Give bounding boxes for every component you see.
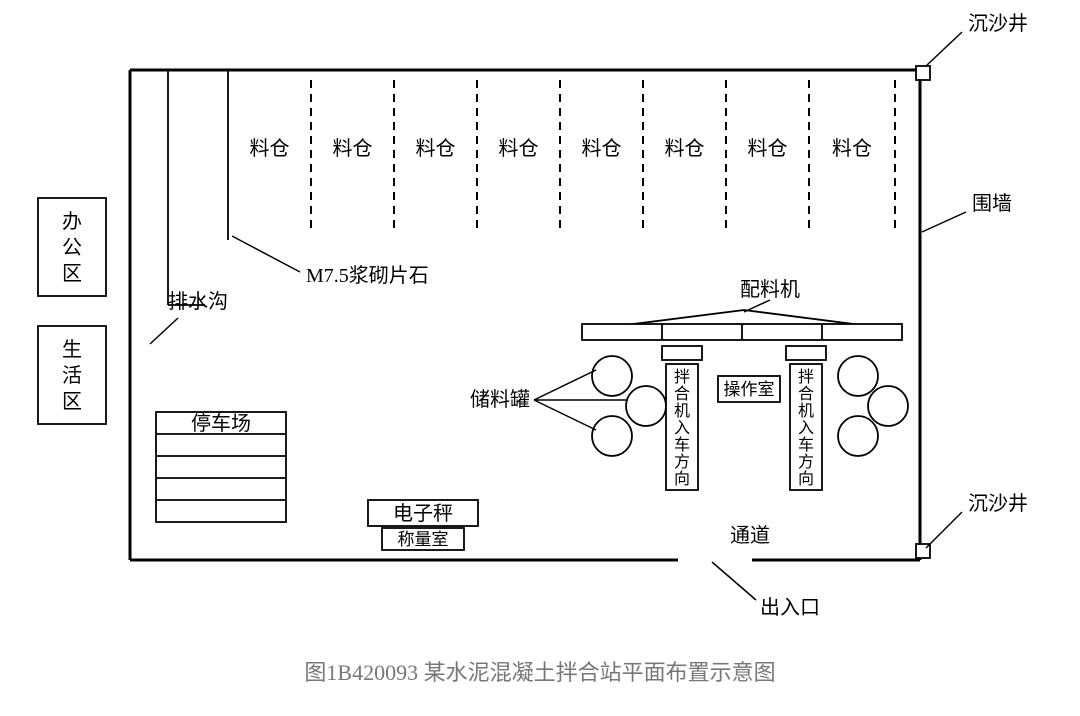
svg-text:办公区: 办公区 <box>62 210 82 285</box>
svg-text:M7.5浆砌片石: M7.5浆砌片石 <box>306 264 429 287</box>
svg-text:料仓: 料仓 <box>665 137 705 160</box>
svg-text:料仓: 料仓 <box>582 137 622 160</box>
svg-text:拌合机入车方向: 拌合机入车方向 <box>798 368 814 488</box>
svg-text:生活区: 生活区 <box>62 338 82 413</box>
svg-text:料仓: 料仓 <box>832 137 872 160</box>
svg-text:出入口: 出入口 <box>760 596 820 619</box>
svg-text:沉沙井: 沉沙井 <box>968 492 1028 515</box>
mixing-station-layout-diagram: 排水沟 料仓 料仓 料仓 料仓 料仓 料仓 料仓 料仓 M7.5浆砌片石 办公区生活区停车场电子秤称… <box>0 0 1080 716</box>
svg-text:配料机: 配料机 <box>740 278 800 301</box>
svg-text:通道: 通道 <box>730 524 770 547</box>
svg-text:料仓: 料仓 <box>499 137 539 160</box>
svg-text:沉沙井: 沉沙井 <box>968 12 1028 35</box>
svg-text:电子秤: 电子秤 <box>393 502 453 525</box>
svg-text:停车场: 停车场 <box>191 412 251 435</box>
svg-text:料仓: 料仓 <box>250 137 290 160</box>
svg-text:排水沟: 排水沟 <box>168 290 228 313</box>
svg-text:储料罐: 储料罐 <box>470 388 530 411</box>
svg-text:料仓: 料仓 <box>333 137 373 160</box>
svg-text:拌合机入车方向: 拌合机入车方向 <box>674 368 690 488</box>
svg-text:图1B420093 某水泥混凝土拌合站平面布置示意图: 图1B420093 某水泥混凝土拌合站平面布置示意图 <box>304 660 775 685</box>
svg-text:围墙: 围墙 <box>972 192 1012 215</box>
svg-text:料仓: 料仓 <box>748 137 788 160</box>
svg-text:称量室: 称量室 <box>398 530 449 549</box>
svg-text:料仓: 料仓 <box>416 137 456 160</box>
svg-text:操作室: 操作室 <box>724 380 775 399</box>
